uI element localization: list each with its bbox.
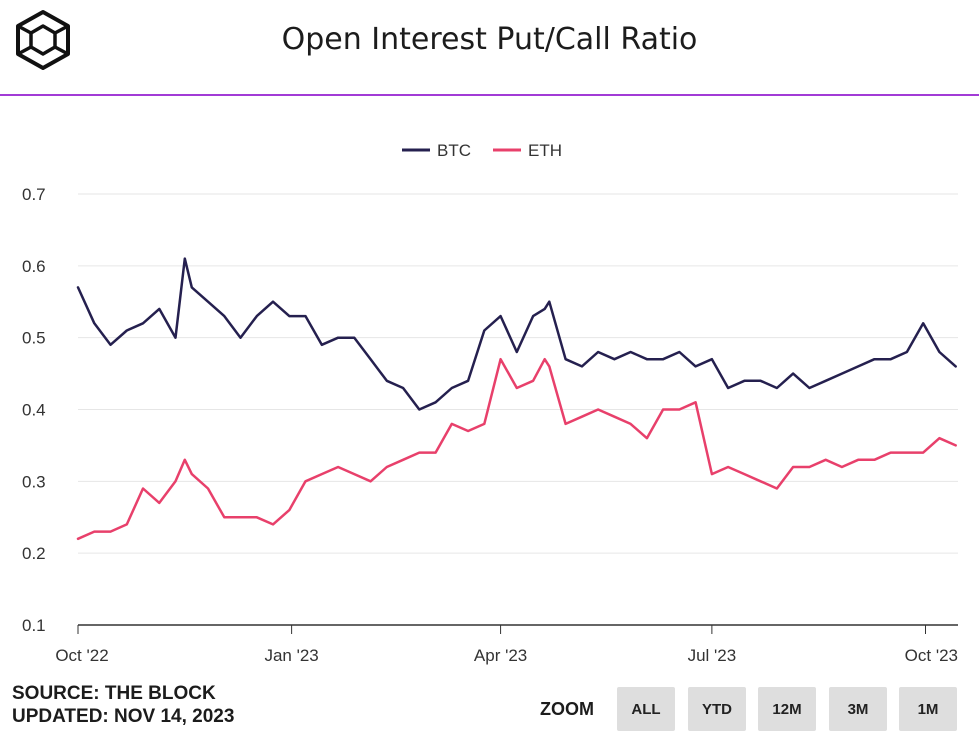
zoom-label: ZOOM: [540, 699, 594, 719]
y-tick-label: 0.2: [22, 544, 46, 563]
y-tick-label: 0.4: [22, 401, 46, 420]
y-tick-label: 0.7: [22, 185, 46, 204]
source-credit: SOURCE: THE BLOCK UPDATED: NOV 14, 2023: [12, 682, 234, 728]
series-line-btc: [76, 257, 957, 411]
legend-item-btc[interactable]: BTC: [402, 141, 471, 160]
x-tick-label: Oct '23: [905, 646, 958, 665]
zoom-12m-button[interactable]: 12M: [758, 687, 816, 731]
series-lines: [76, 257, 957, 541]
source-text: SOURCE: THE BLOCK: [12, 683, 216, 704]
put-call-ratio-chart: BTC ETH 0.1 0.2 0.3 0.4 0.5 0.6 0.7 Oct '22 Jan…: [22, 141, 958, 665]
x-tick-label: Jan '23: [264, 646, 318, 665]
y-tick-label: 0.3: [22, 472, 46, 491]
y-tick-label: 0.6: [22, 257, 46, 276]
x-tick-label: Jul '23: [688, 646, 737, 665]
legend-item-eth[interactable]: ETH: [493, 141, 562, 160]
y-axis-ticks: 0.1 0.2 0.3 0.4 0.5 0.6 0.7: [22, 185, 46, 635]
zoom-1m-button[interactable]: 1M: [899, 687, 957, 731]
legend: BTC ETH: [402, 141, 562, 160]
legend-eth-label: ETH: [528, 141, 562, 160]
gridlines: [78, 193, 958, 626]
x-tick-label: Apr '23: [474, 646, 527, 665]
y-tick-label: 0.1: [22, 616, 46, 635]
y-tick-label: 0.5: [22, 329, 46, 348]
zoom-3m-button[interactable]: 3M: [829, 687, 887, 731]
x-axis-ticks: Oct '22 Jan '23 Apr '23 Jul '23 Oct '23: [55, 625, 958, 665]
zoom-ytd-button[interactable]: YTD: [688, 687, 746, 731]
the-block-cube-icon: [16, 10, 70, 70]
series-line-eth: [76, 357, 957, 541]
updated-text: UPDATED: NOV 14, 2023: [12, 706, 235, 727]
x-tick-label: Oct '22: [55, 646, 108, 665]
zoom-all-button[interactable]: ALL: [617, 687, 675, 731]
page-title: Open Interest Put/Call Ratio: [281, 22, 698, 57]
legend-btc-label: BTC: [437, 141, 471, 160]
header-divider: [0, 94, 979, 96]
